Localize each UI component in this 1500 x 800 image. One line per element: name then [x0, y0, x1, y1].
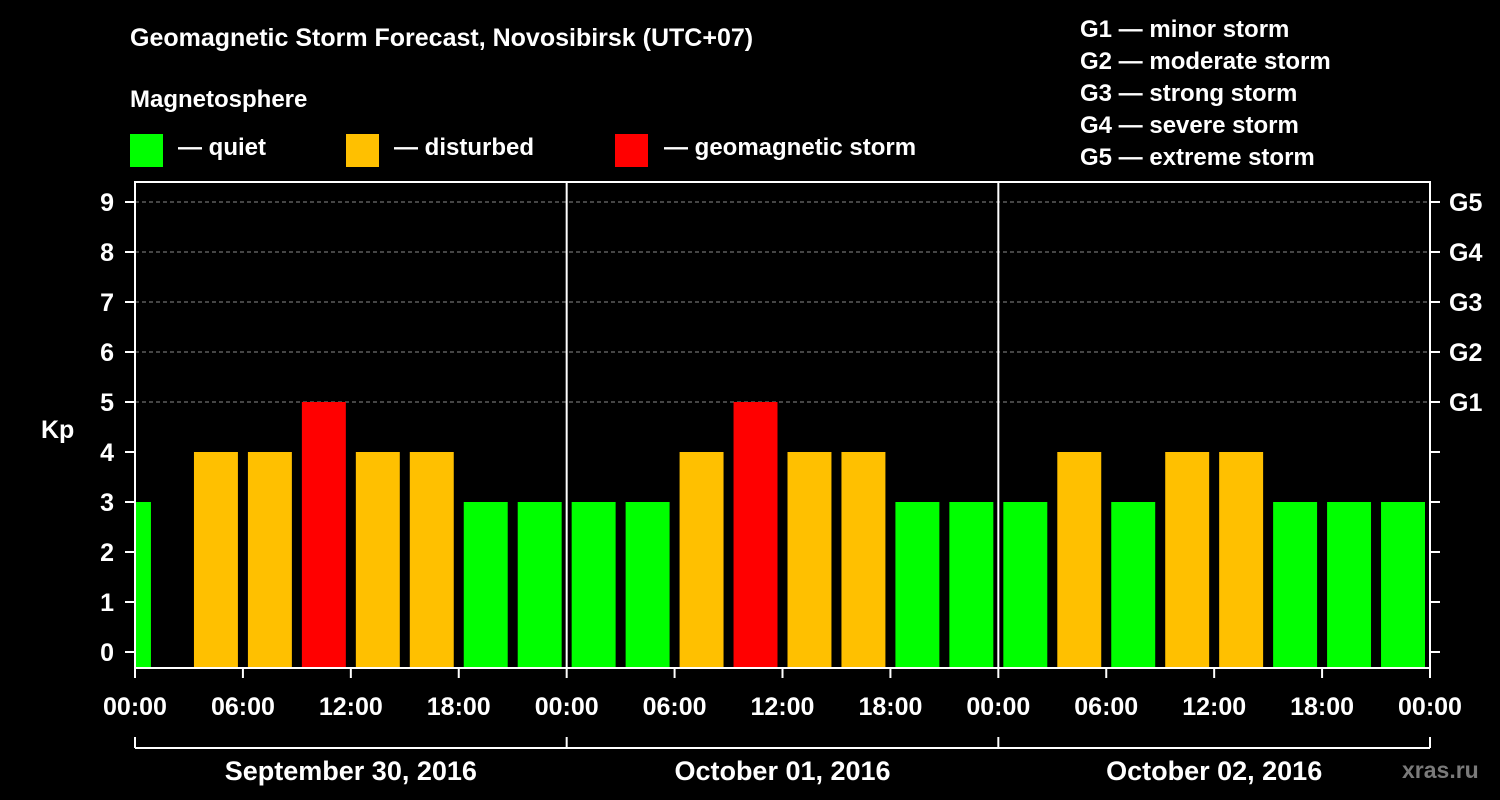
- storm-scale-g4: G4 — severe storm: [1080, 112, 1299, 139]
- kp-bar-21: [1273, 502, 1318, 668]
- y-tick-label-5: 5: [100, 389, 114, 417]
- kp-bar-10: [679, 452, 724, 668]
- g-scale-label-G4: G4: [1449, 239, 1482, 267]
- kp-bar-5: [409, 452, 454, 668]
- kp-bar-19: [1165, 452, 1210, 668]
- kp-bar-6: [463, 502, 508, 668]
- kp-bar-1: [193, 452, 238, 668]
- y-tick-label-0: 0: [100, 639, 114, 667]
- date-label-1: October 01, 2016: [674, 756, 890, 786]
- kp-bar-9: [625, 502, 670, 668]
- kp-bar-20: [1219, 452, 1264, 668]
- y-tick-label-7: 7: [100, 289, 114, 317]
- disturbed-swatch: [346, 134, 379, 167]
- kp-bar-16: [1003, 502, 1048, 668]
- quiet-swatch: [130, 134, 163, 167]
- magnetosphere-label: Magnetosphere: [130, 86, 308, 113]
- legend-disturbed-label: — disturbed: [394, 134, 535, 161]
- x-tick-label-1: 06:00: [211, 693, 275, 721]
- storm-scale-g5: G5 — extreme storm: [1080, 144, 1315, 171]
- g-scale-label-G1: G1: [1449, 389, 1482, 417]
- kp-bar-11: [733, 402, 778, 668]
- y-tick-label-6: 6: [100, 339, 114, 367]
- y-tick-label-4: 4: [100, 439, 114, 467]
- x-tick-label-5: 06:00: [643, 693, 707, 721]
- storm-scale-g2: G2 — moderate storm: [1080, 48, 1331, 75]
- g-scale-label-G5: G5: [1449, 189, 1482, 217]
- kp-bar-4: [355, 452, 400, 668]
- kp-bar-8: [571, 502, 616, 668]
- x-tick-label-2: 12:00: [319, 693, 383, 721]
- kp-bar-22: [1327, 502, 1372, 668]
- y-tick-label-2: 2: [100, 539, 114, 567]
- kp-bar-15: [949, 502, 994, 668]
- g-scale-label-G3: G3: [1449, 289, 1482, 317]
- x-tick-label-4: 00:00: [535, 693, 599, 721]
- y-tick-label-3: 3: [100, 489, 114, 517]
- x-tick-label-8: 00:00: [966, 693, 1030, 721]
- y-axis-label: Kp: [41, 416, 74, 444]
- date-label-0: September 30, 2016: [225, 756, 477, 786]
- x-tick-label-0: 00:00: [103, 693, 167, 721]
- x-tick-label-11: 18:00: [1290, 693, 1354, 721]
- legend-storm-label: — geomagnetic storm: [664, 134, 917, 161]
- kp-bar-0: [136, 502, 151, 668]
- kp-bar-18: [1111, 502, 1156, 668]
- x-tick-label-10: 12:00: [1182, 693, 1246, 721]
- kp-bar-17: [1057, 452, 1102, 668]
- x-tick-label-7: 18:00: [858, 693, 922, 721]
- x-tick-label-3: 18:00: [427, 693, 491, 721]
- legend-quiet-label: — quiet: [178, 134, 266, 161]
- storm-scale-g3: G3 — strong storm: [1080, 80, 1298, 107]
- chart-title: Geomagnetic Storm Forecast, Novosibirsk …: [130, 24, 754, 52]
- g-scale-label-G2: G2: [1449, 339, 1482, 367]
- kp-bar-23: [1381, 502, 1425, 668]
- kp-bar-12: [787, 452, 832, 668]
- kp-bar-7: [517, 502, 562, 668]
- storm-scale-g1: G1 — minor storm: [1080, 16, 1290, 43]
- storm-swatch: [615, 134, 648, 167]
- kp-bar-3: [301, 402, 346, 668]
- x-tick-label-12: 00:00: [1398, 693, 1462, 721]
- watermark: xras.ru: [1402, 757, 1479, 783]
- date-label-2: October 02, 2016: [1106, 756, 1322, 786]
- kp-bar-13: [841, 452, 886, 668]
- y-tick-label-8: 8: [100, 239, 114, 267]
- x-tick-label-6: 12:00: [751, 693, 815, 721]
- x-tick-label-9: 06:00: [1074, 693, 1138, 721]
- y-tick-label-1: 1: [100, 589, 114, 617]
- kp-bar-2: [247, 452, 292, 668]
- storm-scale-legend: G1 — minor storm G2 — moderate storm G3 …: [1080, 14, 1331, 174]
- y-tick-label-9: 9: [100, 189, 114, 217]
- kp-bar-14: [895, 502, 940, 668]
